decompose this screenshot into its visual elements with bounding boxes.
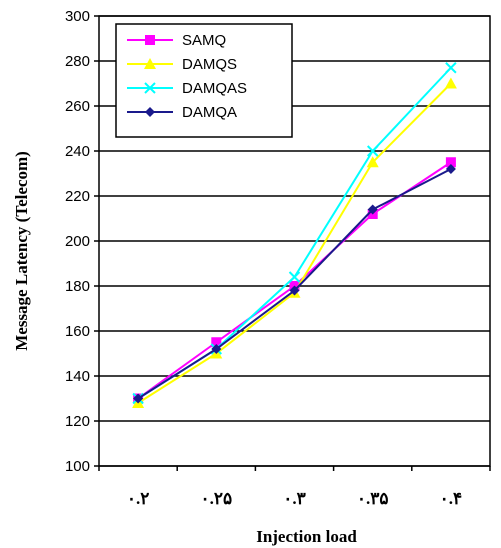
data-point-damqas	[445, 62, 457, 74]
y-tick-label: 200	[65, 233, 90, 250]
y-tick-label: 260	[65, 98, 90, 115]
y-tick-label: 100	[65, 458, 90, 475]
x-tick-label: ۰.۴	[440, 489, 463, 508]
legend-label: DAMQAS	[182, 80, 247, 97]
data-point-damqa	[367, 204, 378, 215]
plot-frame	[98, 15, 491, 467]
series-line-samq	[137, 161, 452, 400]
x-axis-ticks: ۰.۲ ۰.۲۵ ۰.۳ ۰.۳۵ ۰.۴	[98, 466, 491, 508]
y-axis-ticks: 100 120 140 160 180 200 220 240 260 280 300	[65, 8, 99, 475]
x-axis-title: Injection load	[256, 527, 357, 546]
series-damqa	[133, 164, 456, 404]
legend-item-samq: SAMQ	[127, 32, 226, 49]
data-point-damqa	[133, 393, 144, 404]
data-point-damqa	[289, 285, 300, 296]
data-point-samq	[211, 337, 222, 348]
y-tick-label: 300	[65, 8, 90, 25]
y-tick-label: 240	[65, 143, 90, 160]
data-point-damqa	[211, 344, 222, 354]
legend-swatch-marker	[144, 58, 156, 69]
legend: SAMQ DAMQS DAMQAS DAMQA	[115, 23, 293, 138]
data-point-damqas	[288, 271, 301, 283]
series-layer	[132, 62, 457, 408]
legend-item-damqa: DAMQA	[127, 104, 237, 121]
series-samq	[133, 157, 456, 404]
legend-swatch-marker	[145, 107, 155, 117]
legend-label: DAMQA	[182, 104, 237, 121]
legend-label: SAMQ	[182, 32, 226, 49]
legend-item-damqs: DAMQS	[127, 56, 237, 73]
legend-label: DAMQS	[182, 56, 237, 73]
data-point-damqs	[444, 77, 457, 89]
legend-swatch-marker	[144, 82, 156, 94]
legend-item-damqas: DAMQAS	[127, 80, 247, 97]
y-tick-label: 140	[65, 368, 90, 385]
data-point-damqa	[445, 164, 456, 174]
data-point-damqas	[366, 145, 379, 157]
y-axis-title: Message Latency (Telecom)	[12, 151, 31, 351]
x-tick-label: ۰.۲	[127, 489, 150, 508]
x-tick-label: ۰.۲۵	[200, 489, 232, 508]
data-point-damqs	[366, 156, 379, 168]
x-tick-label: ۰.۳	[283, 489, 306, 508]
data-point-samq	[445, 157, 456, 168]
y-tick-label: 160	[65, 323, 90, 340]
legend-swatch-marker	[145, 35, 155, 45]
y-tick-label: 220	[65, 188, 90, 205]
y-tick-label: 180	[65, 278, 90, 295]
y-tick-label: 120	[65, 413, 90, 430]
y-tick-label: 280	[65, 53, 90, 70]
x-tick-label: ۰.۳۵	[357, 489, 389, 508]
